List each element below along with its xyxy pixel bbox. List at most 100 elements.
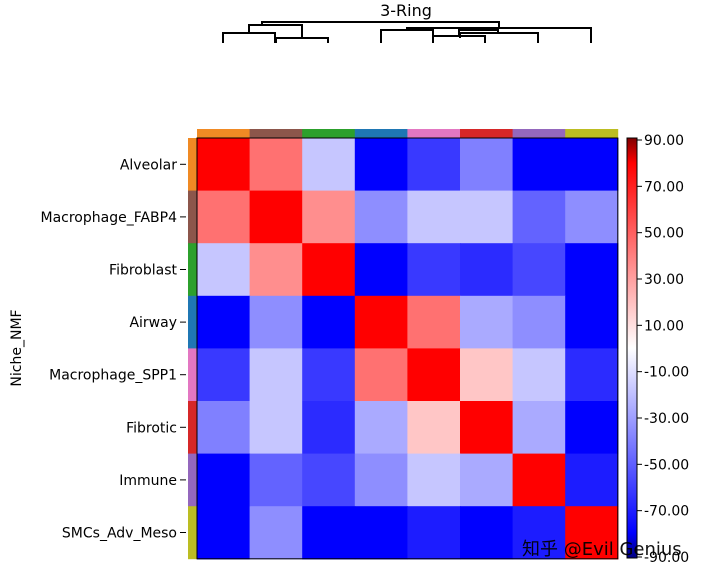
heatmap-cell xyxy=(249,295,303,349)
heatmap-cell xyxy=(249,348,303,402)
heatmap-cell xyxy=(302,243,356,297)
heatmap-cell xyxy=(354,506,408,560)
heatmap-cell xyxy=(197,506,251,560)
colorbar-tick-label: 10.00 xyxy=(644,318,684,334)
row-label: Macrophage_FABP4 xyxy=(40,210,177,226)
heatmap-cell xyxy=(302,401,356,455)
heatmap-cell xyxy=(249,243,303,297)
row-label: Fibroblast xyxy=(109,263,177,279)
row-label: Macrophage_SPP1 xyxy=(49,368,177,384)
column-color-chip xyxy=(460,129,513,138)
row-label: Alveolar xyxy=(120,157,177,173)
row-color-chip xyxy=(188,243,197,297)
heatmap-cell xyxy=(302,138,356,192)
heatmap-cell xyxy=(407,295,461,349)
heatmap-cell xyxy=(302,190,356,244)
heatmap-cell xyxy=(512,138,566,192)
column-color-chip xyxy=(354,129,408,138)
heatmap-cell xyxy=(565,190,619,244)
column-color-chip xyxy=(249,129,303,138)
heatmap-cell xyxy=(460,453,514,507)
column-dendrogram xyxy=(222,21,592,43)
row-color-chip xyxy=(188,348,197,402)
heatmap-cell xyxy=(354,190,408,244)
heatmap-cell xyxy=(302,348,356,402)
row-color-chip xyxy=(188,506,197,560)
heatmap-cell xyxy=(565,348,619,402)
chart-title: 3-Ring xyxy=(380,1,432,20)
row-label: Fibrotic xyxy=(126,420,177,436)
heatmap-cell xyxy=(197,453,251,507)
colorbar-tick-label: -30.00 xyxy=(644,411,689,427)
column-color-chip xyxy=(302,129,356,138)
heatmap-cell xyxy=(512,243,566,297)
heatmap-cell xyxy=(354,453,408,507)
heatmap-cell xyxy=(565,401,619,455)
heatmap-cell xyxy=(407,190,461,244)
heatmap-cell xyxy=(565,138,619,192)
row-color-bar xyxy=(188,138,197,560)
heatmap-cell xyxy=(197,348,251,402)
heatmap-cell xyxy=(460,348,514,402)
colorbar xyxy=(626,137,638,559)
watermark: 知乎 @Evil Genius xyxy=(522,539,682,560)
heatmap-cell xyxy=(249,506,303,560)
heatmap-cell xyxy=(460,506,514,560)
colorbar-tick-label: -50.00 xyxy=(644,457,689,473)
colorbar-tick-label: 70.00 xyxy=(644,179,684,195)
heatmap-cell xyxy=(460,190,514,244)
column-color-chip xyxy=(197,129,250,138)
row-labels: Alveolar Macrophage_FABP4 Fibroblast Airway… xyxy=(40,157,177,541)
heatmap-cell xyxy=(249,401,303,455)
colorbar-tick-label: -90.00 xyxy=(644,550,689,566)
heatmap-cell xyxy=(407,243,461,297)
heatmap-cell xyxy=(249,138,303,192)
heatmap-cell xyxy=(460,401,514,455)
heatmap-cell xyxy=(512,348,566,402)
heatmap-cell xyxy=(354,401,408,455)
row-ticks xyxy=(180,163,186,533)
heatmap-cell xyxy=(302,506,356,560)
heatmap-cell xyxy=(407,506,461,560)
row-color-chip xyxy=(188,401,197,454)
heatmap-cell xyxy=(197,295,251,349)
heatmap-cells xyxy=(196,137,619,560)
heatmap-cell xyxy=(354,138,408,192)
y-axis-label: Niche_NMF xyxy=(9,309,25,386)
heatmap-cell xyxy=(512,506,566,560)
column-color-chip xyxy=(565,129,619,138)
heatmap-cell xyxy=(512,453,566,507)
heatmap-cell xyxy=(460,295,514,349)
heatmap-cell xyxy=(565,243,619,297)
heatmap-cell xyxy=(565,295,619,349)
row-color-chip xyxy=(188,295,197,349)
heatmap-cell xyxy=(565,506,619,560)
colorbar-tick-label: 90.00 xyxy=(644,133,684,149)
heatmap-cell xyxy=(512,295,566,349)
row-color-chip xyxy=(188,138,197,191)
heatmap-cell xyxy=(512,401,566,455)
row-label: Airway xyxy=(129,315,177,331)
heatmap-cell xyxy=(460,138,514,192)
heatmap-cell xyxy=(407,348,461,402)
heatmap-cell xyxy=(197,243,251,297)
heatmap-cell xyxy=(512,190,566,244)
colorbar-ticks: 90.00 70.00 50.00 30.00 10.00 -10.00 -30.00 -50… xyxy=(637,133,689,566)
heatmap-cell xyxy=(197,401,251,455)
colorbar-tick-label: -70.00 xyxy=(644,504,689,520)
column-color-chip xyxy=(407,129,461,138)
column-color-chip xyxy=(512,129,566,138)
heatmap-cell xyxy=(354,243,408,297)
heatmap-cell xyxy=(460,243,514,297)
heatmap-cell xyxy=(302,453,356,507)
heatmap-cell xyxy=(354,295,408,349)
row-label: Immune xyxy=(119,473,177,489)
column-color-bar xyxy=(197,129,619,138)
row-color-chip xyxy=(188,190,197,244)
heatmap-cell xyxy=(197,190,251,244)
heatmap-cell xyxy=(407,401,461,455)
heatmap-cell xyxy=(249,453,303,507)
heatmap-cell xyxy=(407,453,461,507)
heatmap-cell xyxy=(249,190,303,244)
